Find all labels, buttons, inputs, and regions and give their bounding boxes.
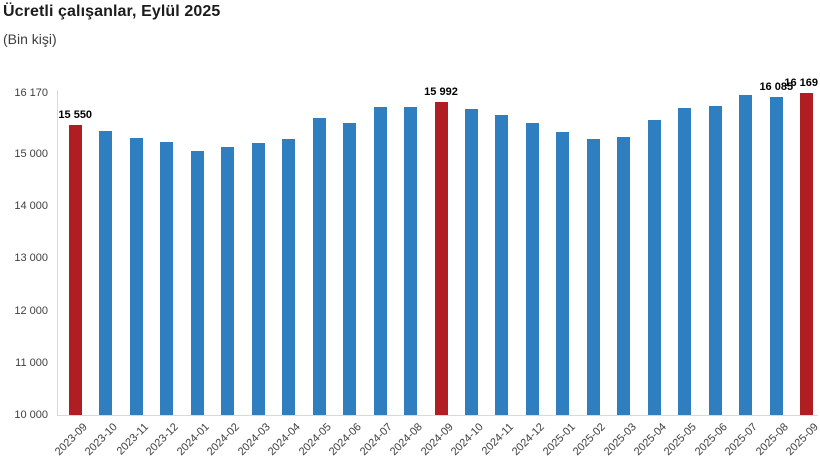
x-axis-label: 2024-03 [235, 421, 273, 459]
y-axis-label: 15 000 [14, 148, 48, 161]
x-axis-label: 2024-09 [418, 421, 456, 459]
bar[interactable] [99, 130, 113, 415]
x-axis-label: 2024-10 [448, 421, 486, 459]
x-axis-label: 2024-11 [479, 421, 517, 458]
x-axis-label: 2025-09 [784, 421, 820, 459]
bar[interactable] [190, 150, 204, 415]
x-axis-label: 2025-01 [540, 421, 578, 459]
bar[interactable] [525, 123, 539, 415]
y-axis-label: 14 000 [14, 200, 48, 213]
y-axis-label: 10 000 [14, 409, 48, 421]
x-axis-label: 2025-07 [723, 421, 761, 459]
bar[interactable] [556, 132, 570, 415]
y-axis-line [57, 90, 58, 415]
bar[interactable] [129, 137, 143, 415]
y-axis: 16 170 15 000 14 000 13 000 12 000 11 000 10 0… [0, 0, 48, 466]
bar[interactable] [312, 118, 326, 415]
bar-value-label: 16 169 [784, 77, 818, 90]
x-axis-label: 2025-06 [692, 421, 730, 459]
bar[interactable] [678, 108, 692, 415]
x-axis-label: 2025-03 [601, 421, 639, 459]
x-axis-label: 2024-07 [357, 421, 395, 459]
bar[interactable] [617, 137, 631, 415]
x-axis-line [57, 415, 818, 416]
bar-highlighted[interactable] [68, 125, 82, 415]
bar-highlighted[interactable] [800, 93, 814, 415]
bar[interactable] [221, 147, 235, 415]
chart-title: Ücretli çalışanlar, Eylül 2025 [3, 3, 221, 20]
x-axis-label: 2025-04 [631, 421, 669, 459]
y-axis-label: 16 170 [14, 87, 48, 99]
x-axis-label: 2023-09 [52, 421, 90, 459]
y-axis-label: 11 000 [15, 356, 48, 369]
x-axis-label: 2024-08 [387, 421, 426, 459]
bar[interactable] [160, 142, 174, 415]
bar[interactable] [495, 115, 509, 415]
x-axis-label: 2025-05 [662, 421, 700, 459]
x-axis-label: 2025-02 [570, 421, 608, 459]
bar[interactable] [251, 143, 265, 415]
bar[interactable] [373, 106, 387, 415]
x-axis-label: 2024-05 [296, 421, 334, 459]
x-axis-label: 2024-06 [327, 421, 365, 459]
x-axis-label: 2023-12 [144, 421, 182, 459]
bar[interactable] [343, 122, 357, 415]
x-axis-label: 2024-02 [205, 421, 243, 459]
bar-highlighted[interactable] [434, 102, 448, 415]
chart-subtitle: (Bin kişi) [3, 31, 57, 47]
x-axis-label: 2025-08 [753, 421, 791, 459]
bar[interactable] [769, 97, 783, 415]
bar[interactable] [647, 119, 661, 415]
x-axis-label: 2023-10 [83, 421, 121, 459]
bar[interactable] [464, 109, 478, 415]
bar[interactable] [586, 138, 600, 415]
bar-value-label: 16 085 [759, 81, 794, 94]
bar-value-label: 15 550 [58, 109, 93, 122]
bar[interactable] [404, 107, 418, 415]
x-axis-label: 2024-01 [174, 421, 212, 459]
y-axis-label: 12 000 [14, 304, 48, 317]
bar[interactable] [739, 95, 753, 415]
y-axis-label: 13 000 [14, 252, 48, 265]
x-axis-label: 2024-04 [266, 421, 304, 459]
bar-value-label: 15 992 [424, 86, 458, 99]
x-axis-label: 2023-11 [114, 421, 151, 458]
bar[interactable] [282, 138, 296, 415]
x-axis-label: 2024-12 [509, 421, 547, 459]
bar[interactable] [708, 106, 722, 415]
